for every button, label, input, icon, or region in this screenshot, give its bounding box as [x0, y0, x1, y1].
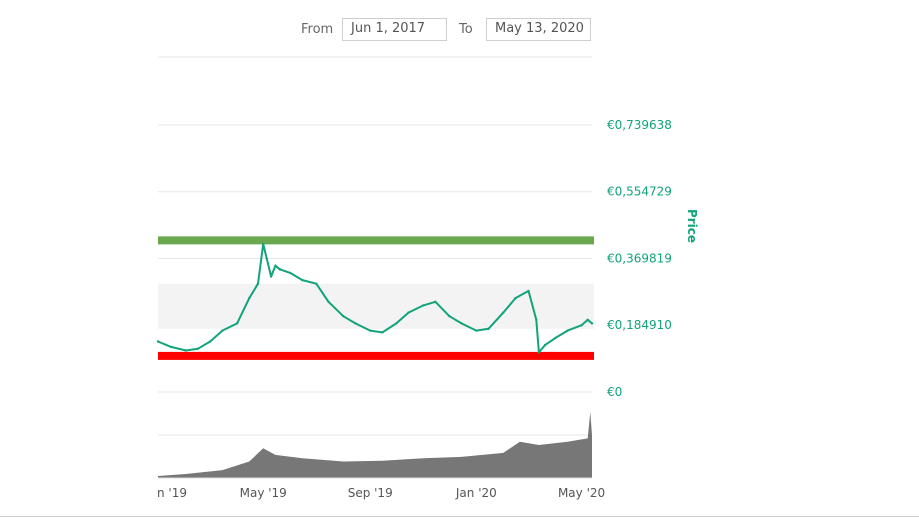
y-tick-label: €0,554729	[607, 185, 672, 199]
from-date-input[interactable]: Jun 1, 2017	[342, 18, 447, 41]
price-point	[289, 271, 292, 275]
price-series	[156, 242, 594, 354]
reference-line	[158, 236, 594, 245]
price-point	[407, 311, 410, 314]
from-label: From	[301, 22, 334, 37]
to-date-input[interactable]: May 13, 2020	[486, 18, 591, 41]
price-point	[327, 300, 330, 303]
price-point	[514, 296, 517, 300]
volume-series	[158, 412, 592, 479]
price-point	[448, 315, 451, 318]
price-point	[196, 347, 200, 350]
price-point	[256, 282, 260, 285]
x-tick-label: Jan '20	[455, 486, 497, 500]
price-point	[475, 329, 478, 332]
price-point	[502, 311, 505, 314]
y-tick-label: €0	[607, 385, 622, 399]
x-tick-label: May '20	[558, 486, 605, 500]
price-point	[527, 289, 530, 293]
price-point	[265, 257, 268, 260]
price-point	[354, 322, 357, 325]
price-point	[422, 304, 425, 307]
price-point	[487, 327, 490, 330]
price-point	[566, 329, 569, 332]
price-point	[269, 275, 273, 278]
to-label: To	[459, 22, 473, 37]
price-point	[342, 315, 345, 318]
price-point	[169, 345, 173, 349]
price-point	[248, 296, 251, 300]
y-axis-label: Price	[685, 209, 699, 243]
price-point	[274, 264, 277, 267]
grid-lines	[158, 56, 592, 436]
price-point	[369, 329, 372, 332]
price-point	[235, 322, 239, 325]
y-tick-label: €0,369819	[607, 252, 672, 266]
price-point	[460, 322, 463, 325]
highlight-band	[158, 283, 594, 329]
price-point	[184, 349, 187, 352]
price-point	[315, 282, 318, 285]
price-point	[543, 343, 547, 347]
x-axis-ticks: n '19 May '19 Sep '19 Jan '20 May '20	[157, 486, 605, 500]
price-point	[221, 329, 224, 332]
price-point	[537, 351, 541, 354]
price-point	[301, 278, 304, 282]
price-point	[278, 268, 281, 271]
price-point	[395, 322, 398, 325]
price-point	[381, 331, 384, 334]
reference-line	[158, 351, 594, 360]
price-point	[580, 324, 583, 327]
price-point	[262, 242, 265, 246]
price-point	[586, 318, 589, 321]
price-point	[554, 336, 557, 340]
price-point	[434, 300, 437, 303]
reference-lines	[158, 236, 594, 360]
highlight-band-rect	[158, 283, 594, 329]
price-point	[156, 340, 160, 343]
price-point	[590, 322, 594, 325]
bottom-divider	[0, 516, 919, 517]
volume-area	[158, 412, 592, 478]
x-tick-label: May '19	[240, 486, 287, 500]
x-tick-label: n '19	[157, 486, 187, 500]
x-tick-label: Sep '19	[348, 486, 393, 500]
y-tick-label: €0,739638	[607, 118, 672, 132]
price-point	[535, 318, 538, 321]
y-tick-label: €0,184910	[607, 318, 672, 332]
price-point	[209, 340, 212, 343]
y-axis-ticks: €0 €0,184910 €0,369819 €0,554729 €0,739638	[607, 118, 672, 399]
